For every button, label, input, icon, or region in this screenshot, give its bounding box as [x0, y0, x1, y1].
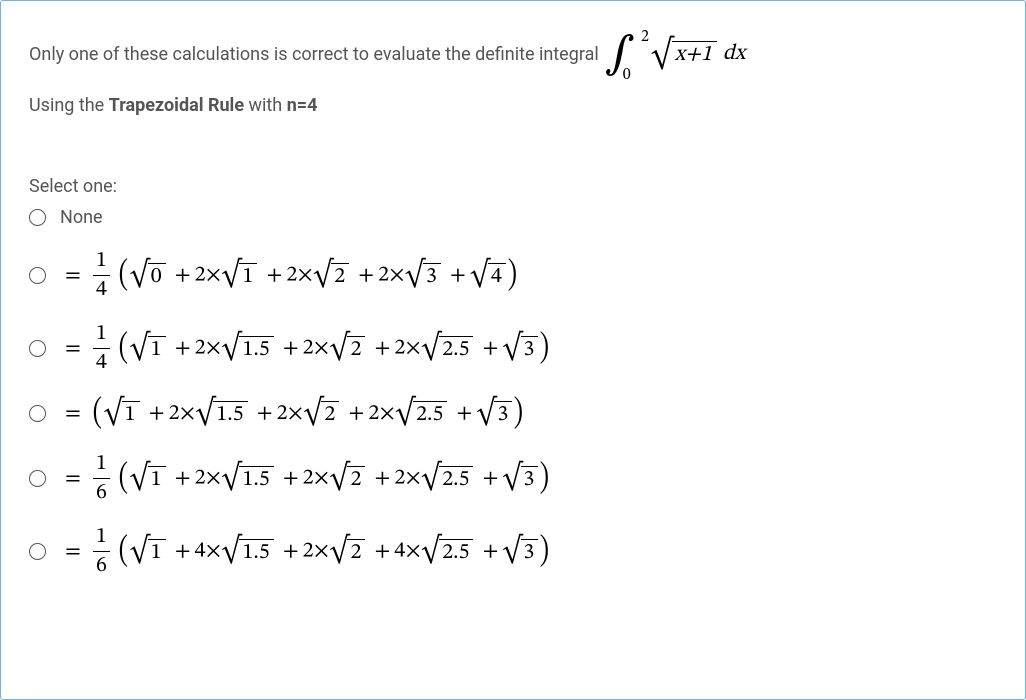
- subline-mid: with: [244, 95, 287, 116]
- dx: dx: [723, 37, 745, 72]
- option-6[interactable]: = 1 6 (√1 +4×√1.5 +2×√2 +4×√2.5 +√3): [29, 526, 997, 577]
- radio-icon: [29, 209, 46, 226]
- options-group: None = 1 4 (√0 +2×√1 +2×√2 +2×√3 +√4) =: [29, 207, 997, 577]
- question-subline: Using the Trapezoidal Rule with n=4: [29, 95, 997, 116]
- radio-icon: [29, 340, 46, 357]
- option-2-expression: = 1 4 (√0 +2×√1 +2×√2 +2×√3 +√4): [60, 250, 518, 301]
- intro-text: Only one of these calculations is correc…: [29, 41, 599, 70]
- integral-lower-limit: 0: [623, 67, 631, 83]
- radio-icon: [29, 543, 46, 560]
- option-4[interactable]: = (√1 +2×√1.5 +2×√2 +2×√2.5 +√3): [29, 396, 997, 431]
- question-card: Only one of these calculations is correc…: [0, 0, 1026, 700]
- option-3[interactable]: = 1 4 (√1 +2×√1.5 +2×√2 +2×√2.5 +√3): [29, 323, 997, 374]
- option-4-expression: = (√1 +2×√1.5 +2×√2 +2×√2.5 +√3): [60, 396, 525, 431]
- option-5[interactable]: = 1 6 (√1 +2×√1.5 +2×√2 +2×√2.5 +√3): [29, 453, 997, 504]
- subline-n: n=4: [287, 95, 318, 116]
- sqrt-integrand: √ x+1: [651, 41, 717, 70]
- option-none[interactable]: None: [29, 207, 997, 228]
- fraction: 1 4: [93, 323, 110, 374]
- radio-icon: [29, 405, 46, 422]
- integrand: √ x+1 dx: [651, 37, 745, 72]
- fraction: 1 6: [93, 453, 110, 504]
- radio-icon: [29, 470, 46, 487]
- option-3-expression: = 1 4 (√1 +2×√1.5 +2×√2 +2×√2.5 +√3): [60, 323, 551, 374]
- option-6-expression: = 1 6 (√1 +4×√1.5 +2×√2 +4×√2.5 +√3): [60, 526, 551, 577]
- fraction: 1 4: [93, 250, 110, 301]
- option-2[interactable]: = 1 4 (√0 +2×√1 +2×√2 +2×√3 +√4): [29, 250, 997, 301]
- option-5-expression: = 1 6 (√1 +2×√1.5 +2×√2 +2×√2.5 +√3): [60, 453, 551, 504]
- integral-expression: ∫ 2 0 √ x+1 dx: [605, 33, 746, 77]
- subline-bold: Trapezoidal Rule: [109, 95, 244, 116]
- question-intro: Only one of these calculations is correc…: [29, 33, 997, 77]
- subline-prefix: Using the: [29, 95, 109, 116]
- integrand-body: x+1: [672, 41, 717, 70]
- integral-sign: ∫ 2 0: [605, 33, 635, 77]
- option-none-label: None: [60, 207, 103, 228]
- fraction: 1 6: [93, 526, 110, 577]
- integral-upper-limit: 2: [641, 29, 649, 45]
- radio-icon: [29, 267, 46, 284]
- select-one-label: Select one:: [29, 176, 997, 197]
